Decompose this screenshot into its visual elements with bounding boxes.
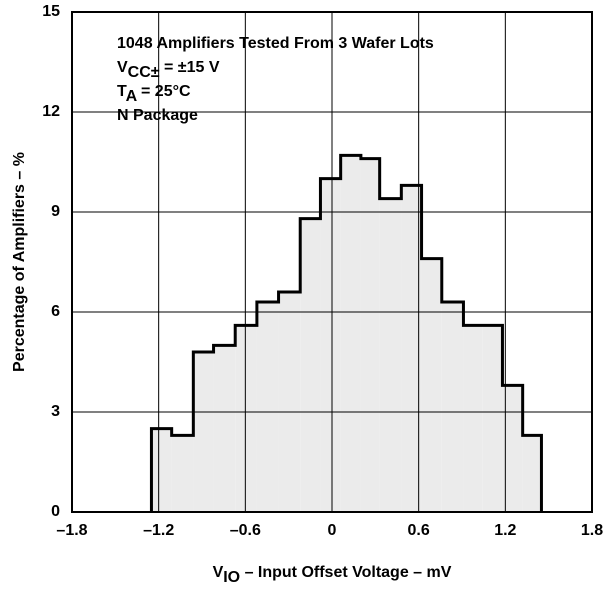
annotation-main: 1048 Amplifiers Tested From 3 Wafer Lots	[117, 35, 434, 52]
bar	[278, 292, 301, 512]
y-tick-label: 9	[51, 203, 60, 220]
x-tick-label: 1.2	[494, 522, 516, 539]
bar	[502, 385, 523, 512]
x-tick-label: –1.8	[56, 522, 87, 539]
bar	[171, 435, 194, 512]
annotation-main: N Package	[117, 107, 198, 124]
y-tick-label: 0	[51, 503, 60, 520]
x-tick-label: 0	[328, 522, 337, 539]
plot-frame	[71, 11, 593, 513]
annotation-sub: A	[126, 88, 138, 105]
y-tick-label: 15	[42, 3, 60, 20]
annotation: VCC± = ±15 V	[117, 59, 220, 81]
bar	[401, 185, 422, 513]
x-tick-label: 0.6	[408, 522, 430, 539]
y-tick-label: 12	[42, 103, 60, 120]
bar	[193, 352, 214, 512]
bar	[421, 258, 442, 512]
x-axis-label-main: V	[213, 564, 224, 581]
bar	[522, 435, 542, 512]
annotation: N Package	[117, 107, 198, 124]
bar	[151, 428, 172, 512]
x-axis-label-sub: IO	[223, 569, 240, 586]
x-tick-label: –0.6	[230, 522, 261, 539]
annotation-main: T	[117, 83, 127, 100]
bar	[340, 155, 361, 513]
x-tick-label: 1.8	[581, 522, 603, 539]
bar	[256, 302, 279, 512]
bar	[300, 218, 321, 512]
annotation-tail: = ±15 V	[160, 59, 220, 76]
bar	[441, 302, 464, 512]
bar	[360, 158, 380, 512]
bar	[320, 178, 341, 512]
y-tick-label: 3	[51, 403, 60, 420]
histogram-outline	[149, 153, 543, 512]
x-axis-label-tail: – Input Offset Voltage – mV	[240, 564, 452, 581]
bar	[379, 198, 402, 512]
x-tick-label: –1.2	[143, 522, 174, 539]
y-axis-label: Percentage of Amplifiers – %	[11, 152, 28, 372]
annotation-main: V	[117, 59, 128, 76]
annotation-tail: = 25°C	[137, 83, 191, 100]
annotation: TA = 25°C	[117, 83, 191, 105]
x-axis-label: VIO – Input Offset Voltage – mV	[213, 564, 452, 586]
bar	[235, 325, 257, 512]
bar	[213, 345, 236, 512]
annotation-sub: CC±	[128, 64, 160, 81]
annotation: 1048 Amplifiers Tested From 3 Wafer Lots	[117, 35, 434, 52]
y-tick-label: 6	[51, 303, 60, 320]
bar	[482, 325, 503, 512]
bar	[463, 325, 483, 512]
